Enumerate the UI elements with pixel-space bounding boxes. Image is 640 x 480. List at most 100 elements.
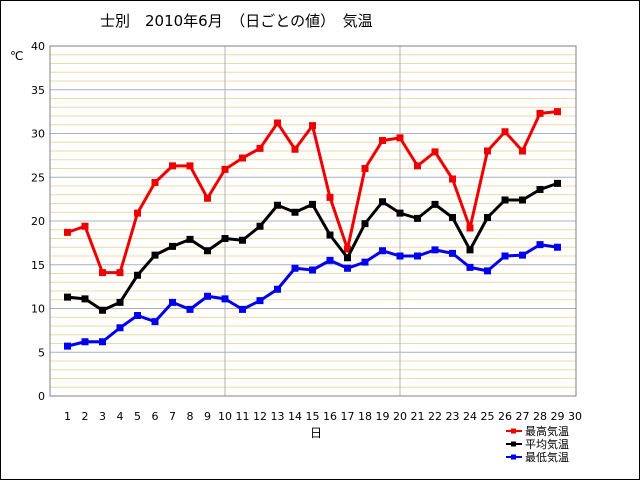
x-tick-label: 8	[187, 410, 194, 423]
series-point	[554, 243, 561, 251]
series-point	[274, 285, 281, 293]
series-point	[309, 200, 316, 208]
y-tick-label: 40	[31, 40, 45, 53]
x-tick-label: 2	[82, 410, 89, 423]
series-point	[466, 224, 474, 232]
series-point	[64, 228, 71, 236]
x-axis-ticks: 1 2 3 4 5 6 7 8 9 10 11 12 13 14 15 16 17 18 19 20 21 22 23 24 2…	[64, 410, 582, 423]
x-tick-label: 7	[169, 410, 176, 423]
series-point	[239, 154, 246, 162]
y-axis-label: ℃	[10, 49, 23, 63]
series-point	[344, 254, 351, 262]
series-point	[536, 186, 544, 193]
series-point	[116, 324, 124, 332]
x-tick-label: 20	[393, 410, 407, 423]
legend-swatch-marker	[511, 454, 516, 460]
series-point	[99, 269, 106, 277]
x-tick-label: 10	[218, 410, 232, 423]
x-tick-label: 25	[481, 410, 495, 423]
x-tick-label: 26	[498, 410, 512, 423]
series-point	[64, 293, 71, 301]
y-tick-label: 35	[31, 84, 45, 97]
series-point	[536, 241, 544, 249]
series-point	[449, 214, 456, 221]
series-point	[414, 162, 421, 170]
series-point	[256, 222, 264, 230]
series-point	[291, 145, 299, 153]
series-point	[396, 209, 404, 217]
x-axis-label: 日	[310, 426, 322, 440]
series-point	[221, 235, 229, 242]
series-point	[431, 200, 439, 208]
series-point	[361, 165, 369, 172]
series-point	[554, 108, 561, 116]
series-point	[379, 247, 386, 255]
x-tick-label: 11	[236, 410, 250, 423]
series-point	[326, 231, 334, 239]
series-point	[501, 196, 509, 204]
series-point	[449, 249, 456, 257]
series-point	[361, 220, 369, 228]
y-tick-label: 0	[38, 390, 45, 403]
x-tick-label: 12	[253, 410, 267, 423]
series-point	[326, 193, 334, 201]
series-point	[204, 194, 211, 202]
y-axis-ticks: 0 5 10 15 20 25 30 35 40	[31, 40, 45, 403]
series-point	[449, 175, 456, 183]
series-2	[64, 241, 561, 350]
x-tick-label: 24	[463, 410, 477, 423]
series-point	[554, 179, 561, 187]
series-point	[484, 147, 491, 155]
x-tick-label: 27	[516, 410, 530, 423]
series-point	[379, 198, 386, 206]
series-point	[501, 128, 509, 136]
y-tick-label: 30	[31, 128, 45, 141]
series-point	[239, 305, 246, 313]
series-point	[116, 269, 124, 277]
legend-label: 最高気温	[525, 424, 569, 438]
series-point	[64, 342, 71, 350]
series-point	[519, 251, 526, 259]
x-tick-label: 16	[323, 410, 337, 423]
series-point	[81, 222, 89, 230]
x-tick-label: 22	[428, 410, 442, 423]
x-tick-label: 3	[99, 410, 106, 423]
x-tick-label: 5	[134, 410, 141, 423]
series-point	[396, 252, 404, 260]
y-tick-label: 20	[31, 215, 45, 228]
x-tick-label: 4	[117, 410, 124, 423]
series-point	[99, 338, 106, 346]
series-point	[396, 134, 404, 142]
legend-label: 最低気温	[525, 450, 569, 464]
series-point	[431, 246, 439, 254]
chart-title: 士別 2010年6月 （日ごとの値） 気温	[100, 12, 373, 30]
series-point	[466, 263, 474, 271]
x-tick-label: 1	[64, 410, 71, 423]
series-point	[361, 258, 369, 266]
x-tick-label: 17	[341, 410, 355, 423]
series-point	[414, 252, 421, 260]
series-point	[414, 214, 421, 222]
series-point	[169, 242, 176, 250]
y-tick-label: 15	[31, 259, 45, 272]
series-point	[169, 162, 176, 170]
series-point	[134, 312, 141, 319]
series-point	[186, 162, 194, 170]
series-point	[256, 297, 264, 305]
x-tick-label: 14	[288, 410, 302, 423]
series-point	[204, 247, 211, 255]
series-point	[326, 256, 334, 264]
series-point	[204, 292, 211, 300]
series-point	[484, 267, 491, 275]
series-point	[256, 144, 264, 152]
series-point	[379, 137, 386, 144]
x-tick-label: 18	[358, 410, 372, 423]
series-point	[536, 109, 544, 117]
series-point	[309, 266, 316, 274]
series-point	[221, 165, 229, 173]
x-tick-label: 28	[533, 410, 547, 423]
legend-label: 平均気温	[525, 437, 569, 451]
legend-swatch-marker	[511, 428, 516, 434]
x-tick-label: 9	[204, 410, 211, 423]
